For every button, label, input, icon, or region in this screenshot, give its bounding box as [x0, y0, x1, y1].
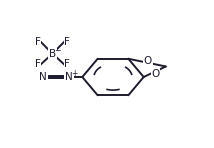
Text: N: N: [39, 72, 47, 82]
Text: −: −: [54, 46, 61, 55]
Text: F: F: [64, 37, 70, 47]
Text: O: O: [144, 56, 152, 66]
Text: F: F: [35, 37, 40, 47]
Text: O: O: [152, 69, 160, 79]
Text: +: +: [71, 69, 77, 78]
Text: N: N: [65, 72, 73, 82]
Text: F: F: [35, 59, 40, 69]
Text: F: F: [64, 59, 70, 69]
Text: B: B: [49, 49, 56, 59]
